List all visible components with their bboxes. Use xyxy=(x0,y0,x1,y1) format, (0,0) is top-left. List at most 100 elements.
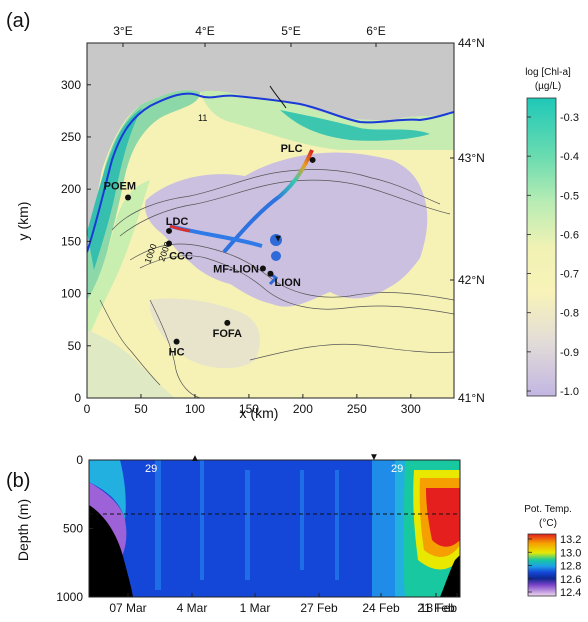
lat-tick-label: 44°N xyxy=(458,36,485,50)
track-plc-lion xyxy=(222,149,314,254)
section-x-tick-label: 27 Feb xyxy=(300,601,338,615)
section-y-tick-label: 0 xyxy=(76,453,83,467)
lat-tick-label: 41°N xyxy=(458,391,485,405)
isobath-contour xyxy=(99,299,161,386)
lat-tick-label: 43°N xyxy=(458,151,485,165)
station-dot-mf-lion xyxy=(259,265,266,272)
isotherm-label: 29 xyxy=(391,463,403,475)
temperature-section xyxy=(89,460,460,597)
colorbar-unit: (µg/L) xyxy=(535,81,561,92)
down-triangle-marker: ▼ xyxy=(369,452,379,463)
station-label-hc: HC xyxy=(169,347,185,359)
colorbar-ticks: -0.3 -0.4 -0.5 -0.6 -0.7 -0.8 -0.9 -1.0 xyxy=(527,112,579,398)
colorbar-tick-label: -0.7 xyxy=(560,269,579,281)
panel-label-b: (b) xyxy=(6,470,30,492)
station-label-mf-lion: MF-LION xyxy=(213,264,259,276)
section-y-tick-label: 500 xyxy=(63,522,83,536)
section-colorbar-ticks: 13.213.0 12.812.612.4 xyxy=(528,534,581,599)
colorbar-tick-label: -0.6 xyxy=(560,229,579,241)
colorbar-tick-label: -0.9 xyxy=(560,347,579,359)
land xyxy=(87,43,454,250)
low-chl-region xyxy=(144,152,428,307)
lon-tick-label: 3°E xyxy=(113,24,132,38)
section-x-tick-label: 4 Mar xyxy=(177,601,208,615)
station-dot-fofa xyxy=(224,319,231,326)
x-tick-label: 300 xyxy=(401,402,421,416)
station-label-lion: LION xyxy=(275,277,301,289)
contour-label: 11 xyxy=(198,113,207,123)
isobath-contour xyxy=(249,343,454,361)
y-tick-label: 300 xyxy=(61,78,81,92)
station-label-poem: POEM xyxy=(104,181,136,193)
section-x-tick-label: 24 Feb xyxy=(362,601,400,615)
y-tick-label: 0 xyxy=(74,391,81,405)
section-y-tick-label: 1000 xyxy=(56,590,83,604)
station-markers: PLC POEM LDC CCC MF-LION LION FOFA HC ▼ xyxy=(104,143,316,359)
station-dot-plc xyxy=(309,156,316,163)
panel-label-a: (a) xyxy=(6,10,30,32)
station-label-ldc: LDC xyxy=(166,216,189,228)
isobath-contour xyxy=(139,255,454,315)
seafloor xyxy=(440,555,460,597)
station-label-plc: PLC xyxy=(281,143,303,155)
section-colorbar-tick-label: 13.0 xyxy=(560,547,581,559)
x-tick-label: 150 xyxy=(239,402,259,416)
y-tick-label: 250 xyxy=(61,130,81,144)
x-tick-label: 100 xyxy=(185,402,205,416)
section-colorbar-tick-label: 13.2 xyxy=(560,534,581,546)
track-ldc-end xyxy=(169,224,191,233)
section-x-tick-label: 18 Feb xyxy=(420,601,458,615)
section-stripe xyxy=(335,470,339,580)
station-dot-lion xyxy=(267,270,274,277)
isobath-contour xyxy=(111,169,441,231)
southwest-chl xyxy=(87,330,175,398)
colorbar-tick-label: -1.0 xyxy=(560,386,579,398)
isobath-contour xyxy=(129,243,454,301)
section-stripe xyxy=(155,460,161,590)
colorbar-chl xyxy=(526,97,557,397)
chlorophyll-map xyxy=(87,43,454,398)
section-x-tick-label: 21 Feb xyxy=(417,601,455,615)
isobath-contour xyxy=(149,299,201,398)
isotherm-label: 29 xyxy=(145,463,157,475)
map-frame xyxy=(86,42,455,399)
station-label-ccc: CCC xyxy=(169,250,193,262)
track-cluster-marker xyxy=(271,251,281,261)
rhone-plume-chl xyxy=(280,110,430,141)
x-tick-label: 0 xyxy=(84,402,91,416)
x-tick-label: 200 xyxy=(293,402,313,416)
colorbar-title: log [Chl-a] xyxy=(525,67,571,78)
colorbar-tick-label: -0.8 xyxy=(560,308,579,320)
isobath-contour xyxy=(119,179,451,237)
station-dot-ccc xyxy=(166,240,173,247)
station-dot-poem xyxy=(125,194,132,201)
section-axes: 0 500 1000 07 Mar 4 Mar 1 Mar 27 Feb 24 Feb 21 F… xyxy=(56,453,458,615)
track-cluster-marker xyxy=(270,234,282,246)
section-y-axis-title: Depth (m) xyxy=(15,499,31,561)
section-colorbar-unit: (°C) xyxy=(539,518,557,529)
section-colorbar-tick-label: 12.8 xyxy=(560,561,581,573)
station-dot-hc xyxy=(173,338,180,345)
x-axis-title: x (km) xyxy=(240,405,279,421)
section-colorbar-tick-label: 12.6 xyxy=(560,574,581,586)
shelf-chl-band xyxy=(87,180,150,340)
section-cool-water xyxy=(89,460,126,520)
station-dot-ldc xyxy=(166,227,173,234)
map-axes: 0 50 100 150 200 250 300 0 50 100 150 200 250 300 3°E 4… xyxy=(61,24,485,416)
y-tick-label: 100 xyxy=(61,287,81,301)
lon-tick-label: 4°E xyxy=(195,24,214,38)
y-tick-label: 150 xyxy=(61,234,81,248)
station-label-fofa: FOFA xyxy=(213,328,242,340)
lat-tick-label: 42°N xyxy=(458,273,485,287)
colorbar-tick-label: -0.4 xyxy=(560,151,579,163)
x-tick-label: 250 xyxy=(347,402,367,416)
section-colorbar-title: Pot. Temp. xyxy=(524,504,572,515)
section-x-tick-label: 07 Mar xyxy=(109,601,146,615)
up-triangle-marker: ▲ xyxy=(190,453,200,464)
section-colorbar-tick-label: 12.4 xyxy=(560,587,581,599)
x-tick-label: 50 xyxy=(134,402,148,416)
y-axis-title: y (km) xyxy=(15,202,31,241)
section-stripe xyxy=(200,460,204,580)
ship-track xyxy=(169,149,314,286)
